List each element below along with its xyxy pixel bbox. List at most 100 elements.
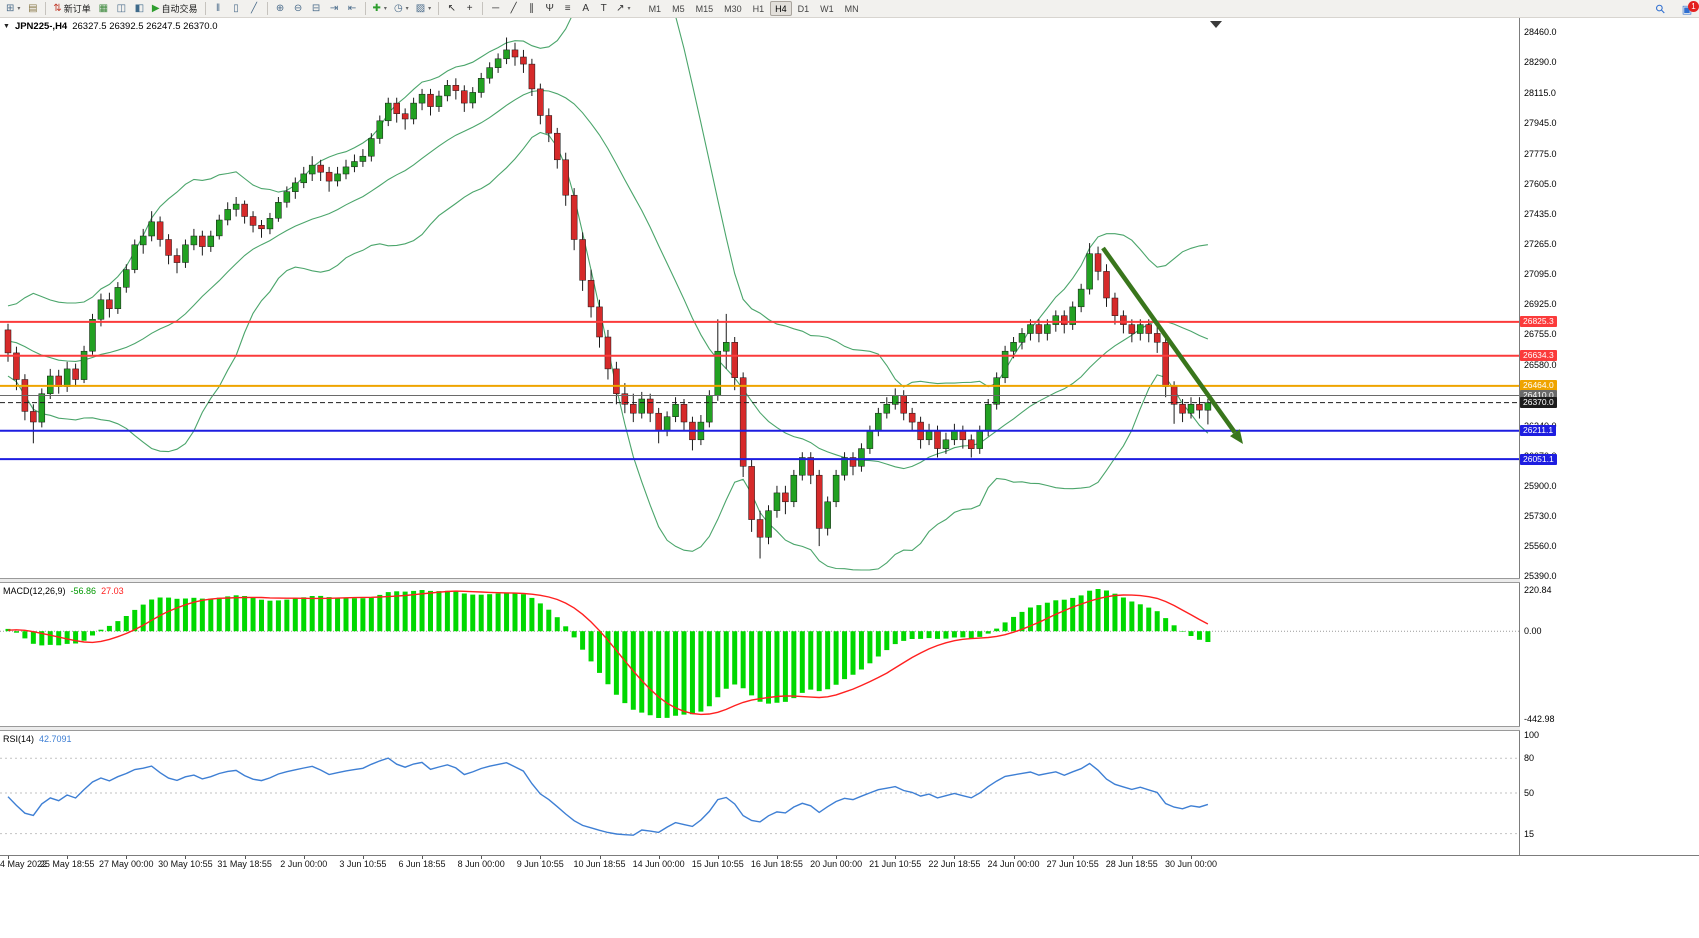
macd-axis-max: 220.84: [1524, 585, 1552, 595]
date-label: 27 May 00:00: [99, 859, 154, 869]
toolbar-cursor[interactable]: ↖: [443, 1, 460, 17]
zoom-in-icon: ⊕: [275, 2, 285, 14]
search-icon[interactable]: ⚲: [1652, 0, 1669, 18]
time-tick: [422, 856, 423, 859]
price-tick: 27775.0: [1524, 148, 1557, 159]
time-tick: [895, 856, 897, 859]
time-tick: [658, 856, 660, 859]
toolbar-separator: [266, 2, 268, 15]
toolbar-periods[interactable]: ◷ ▾: [391, 1, 412, 17]
timeframe-toolbar: M1 M5 M15 M30 H1 H4 D1 W1 MN: [644, 1, 864, 16]
data-window-icon: ◫: [116, 2, 127, 14]
toolbar-crosshair[interactable]: +: [461, 1, 478, 17]
timeframe-d1[interactable]: D1: [797, 3, 810, 14]
price-tick: 27095.0: [1524, 269, 1557, 280]
new-chart-caret-icon: ▾: [17, 6, 21, 12]
toolbar-chart-bars[interactable]: ‖: [210, 1, 227, 17]
toolbar-data-window[interactable]: ◫: [113, 1, 130, 17]
toolbar-templates[interactable]: ▨ ▾: [413, 1, 434, 17]
channel-tool-icon: ∥: [529, 2, 535, 14]
panel-divider-macd[interactable]: [0, 578, 1699, 583]
time-tick: [954, 856, 956, 859]
date-label: 8 Jun 00:00: [457, 859, 505, 869]
toolbar-new-chart[interactable]: ⊞ ▾: [3, 1, 23, 17]
toolbar-label-tool[interactable]: T: [595, 1, 612, 17]
date-label: 15 Jun 10:55: [691, 859, 744, 869]
toolbar-chart-candles[interactable]: ▯: [228, 1, 245, 17]
toolbar-separator: [204, 2, 206, 15]
hlines-layer: [0, 320, 1519, 461]
main-chart-canvas[interactable]: [0, 18, 1519, 578]
templates-icon: ▨: [415, 2, 426, 14]
toolbar-buttons: ⊞ ▾ ▤ ⇅ 新订单 ▦ ◫ ◧ ▶ 自动交易 ‖ ▯ ╱ ⊕ ⊖ ⊟ ⇥ ⇤ ✚ ▾ ◷ ▾ ▨ ▾ ↖ + ─ ╱ ∥ Ψ ≡ A T ↗ ▾: [3, 1, 634, 17]
price-scale[interactable]: 28460.0 28290.0 28115.0 27945.0 27775.0 27605…: [1520, 18, 1699, 856]
macd-name: MACD(12,26,9): [3, 586, 66, 596]
timeframe-w1[interactable]: W1: [820, 3, 834, 14]
macd-label: MACD(12,26,9) -56.86 27.03: [3, 586, 124, 596]
notifications-button[interactable]: ▣ 1: [1679, 1, 1699, 17]
time-tick: [1131, 856, 1133, 859]
toolbar-fibonacci-tool[interactable]: ≡: [559, 1, 576, 17]
time-tick: [836, 856, 838, 859]
trend-arrow[interactable]: [1101, 246, 1237, 434]
indicators-caret-icon: ▾: [383, 6, 387, 12]
toolbar-separator: [438, 2, 440, 15]
price-tick: 26580.0: [1524, 360, 1557, 371]
toolbar-text-tool[interactable]: A: [577, 1, 594, 17]
date-label: 24 May 2022: [0, 859, 48, 869]
price-tick: 26410.0: [1524, 390, 1557, 401]
timeframe-h1[interactable]: H1: [752, 3, 765, 14]
price-tick: 26755.0: [1524, 329, 1557, 340]
price-tick: 26240.0: [1524, 420, 1557, 431]
toolbar-arrows-tool[interactable]: ↗ ▾: [613, 1, 633, 17]
chart-ohlc-values: 26327.5 26392.5 26247.5 26370.0: [72, 21, 218, 32]
crosshair-icon: +: [466, 2, 473, 14]
rsi-name: RSI(14): [3, 734, 35, 744]
toolbar-channel-tool[interactable]: ∥: [523, 1, 540, 17]
toolbar-zoom-in[interactable]: ⊕: [272, 1, 289, 17]
timeframe-h4[interactable]: H4: [770, 1, 792, 16]
macd-panel-canvas[interactable]: [0, 583, 1519, 726]
time-tick: [540, 856, 542, 859]
toolbar-new-order[interactable]: ⇅ 新订单: [50, 1, 93, 17]
price-tick: 25900.0: [1524, 480, 1557, 491]
toolbar-tile-windows[interactable]: ⊟: [308, 1, 325, 17]
timeframe-m30[interactable]: M30: [724, 3, 742, 14]
rsi-panel-canvas[interactable]: [0, 731, 1519, 855]
price-tick: 25390.0: [1524, 571, 1557, 582]
toolbar-right: ⚲ ▣ 1: [1652, 0, 1699, 18]
new-order-label: 新订单: [63, 4, 91, 14]
text-tool-icon: A: [582, 2, 589, 14]
date-label: 21 Jun 10:55: [869, 859, 922, 869]
timeframe-m5[interactable]: M5: [672, 3, 685, 14]
chart-shift-marker[interactable]: [1210, 21, 1222, 28]
toolbar-market-watch[interactable]: ▦: [95, 1, 112, 17]
toolbar-indicators[interactable]: ✚ ▾: [370, 1, 390, 17]
toolbar-trendline-tool[interactable]: ╱: [505, 1, 522, 17]
toolbar-pitchfork-tool[interactable]: Ψ: [541, 1, 558, 17]
timeframe-m15[interactable]: M15: [695, 3, 714, 14]
templates-caret-icon: ▾: [428, 6, 432, 12]
toolbar-hline-tool[interactable]: ─: [487, 1, 504, 17]
navigator-icon: ◧: [134, 2, 145, 14]
toolbar-profiles[interactable]: ▤: [24, 1, 41, 17]
toolbar-chart-shift[interactable]: ⇤: [344, 1, 361, 17]
pitchfork-tool-icon: Ψ: [545, 2, 554, 14]
rsi-axis-tick: 15: [1524, 828, 1535, 839]
timeframe-mn[interactable]: MN: [844, 3, 859, 14]
one-click-trading-toggle[interactable]: ▼: [3, 23, 10, 30]
time-scale[interactable]: 24 May 2022 25 May 18:55 27 May 00:00 30 Ma…: [0, 855, 1699, 872]
toolbar-zoom-out[interactable]: ⊖: [290, 1, 307, 17]
time-tick: [481, 856, 483, 859]
macd-signal-value: 27.03: [101, 586, 124, 596]
periods-icon: ◷: [393, 2, 403, 14]
date-label: 9 Jun 10:55: [516, 859, 564, 869]
panel-divider-rsi[interactable]: [0, 726, 1699, 731]
toolbar-chart-line[interactable]: ╱: [246, 1, 263, 17]
time-tick: [303, 856, 305, 859]
toolbar-navigator[interactable]: ◧: [131, 1, 148, 17]
indicators-icon: ✚: [372, 2, 381, 14]
toolbar-auto-trading[interactable]: ▶ 自动交易: [149, 1, 201, 17]
toolbar-auto-scroll[interactable]: ⇥: [326, 1, 343, 17]
timeframe-m1[interactable]: M1: [648, 3, 662, 14]
